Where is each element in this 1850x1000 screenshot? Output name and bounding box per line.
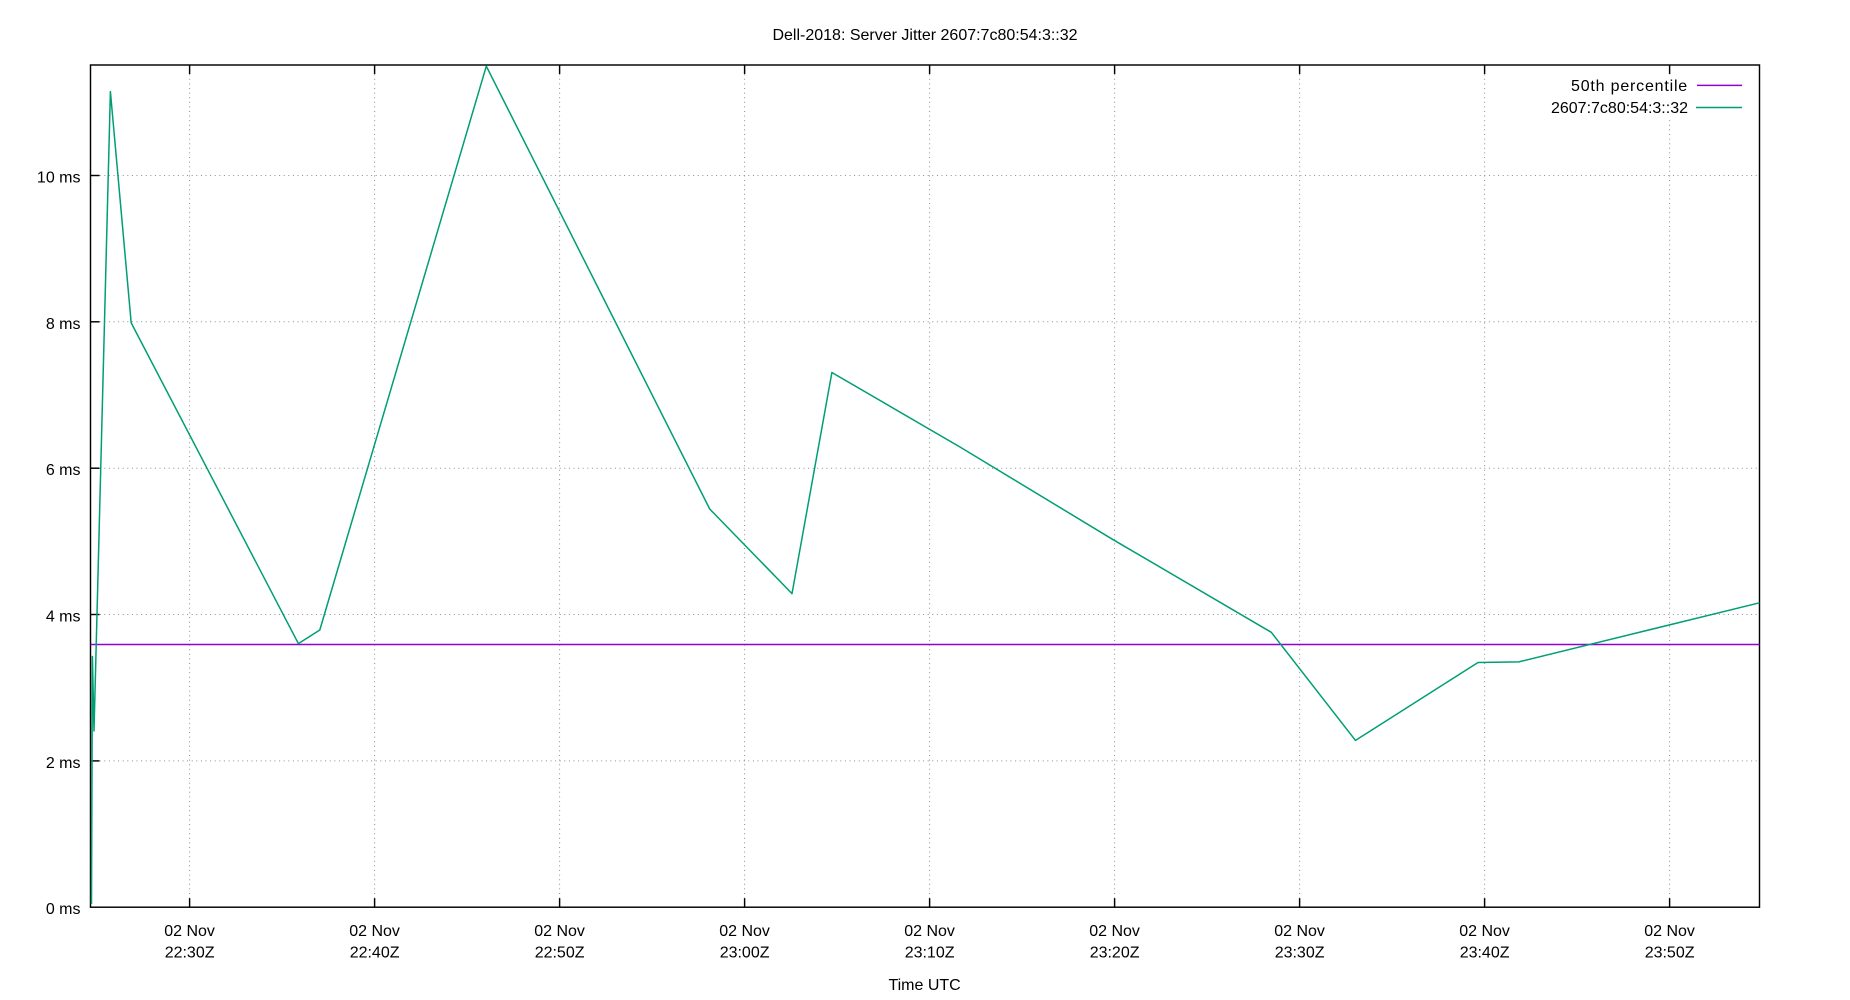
svg-text:22:30Z: 22:30Z <box>165 945 215 962</box>
svg-text:6 ms: 6 ms <box>46 462 81 479</box>
svg-text:02 Nov: 02 Nov <box>1089 923 1140 940</box>
svg-text:Dell-2018: Server Jitter 2607:: Dell-2018: Server Jitter 2607:7c80:54:3:… <box>772 27 1077 44</box>
svg-text:02 Nov: 02 Nov <box>534 923 585 940</box>
svg-text:23:30Z: 23:30Z <box>1275 945 1325 962</box>
svg-text:0 ms: 0 ms <box>46 901 81 918</box>
svg-text:Time UTC: Time UTC <box>888 977 960 994</box>
svg-text:23:10Z: 23:10Z <box>905 945 955 962</box>
svg-text:02 Nov: 02 Nov <box>349 923 400 940</box>
svg-text:8 ms: 8 ms <box>46 316 81 333</box>
svg-text:50th percentile: 50th percentile <box>1571 78 1688 95</box>
svg-text:2607:7c80:54:3::32: 2607:7c80:54:3::32 <box>1551 100 1688 117</box>
svg-text:10 ms: 10 ms <box>37 170 81 187</box>
svg-text:2 ms: 2 ms <box>46 755 81 772</box>
svg-text:22:50Z: 22:50Z <box>535 945 585 962</box>
svg-text:02 Nov: 02 Nov <box>164 923 215 940</box>
svg-text:02 Nov: 02 Nov <box>1644 923 1695 940</box>
svg-text:23:40Z: 23:40Z <box>1460 945 1510 962</box>
svg-text:23:20Z: 23:20Z <box>1090 945 1140 962</box>
svg-text:23:50Z: 23:50Z <box>1645 945 1695 962</box>
svg-text:02 Nov: 02 Nov <box>1274 923 1325 940</box>
svg-text:23:00Z: 23:00Z <box>720 945 770 962</box>
svg-text:22:40Z: 22:40Z <box>350 945 400 962</box>
svg-text:02 Nov: 02 Nov <box>904 923 955 940</box>
svg-text:02 Nov: 02 Nov <box>1459 923 1510 940</box>
svg-text:4 ms: 4 ms <box>46 609 81 626</box>
svg-text:02 Nov: 02 Nov <box>719 923 770 940</box>
